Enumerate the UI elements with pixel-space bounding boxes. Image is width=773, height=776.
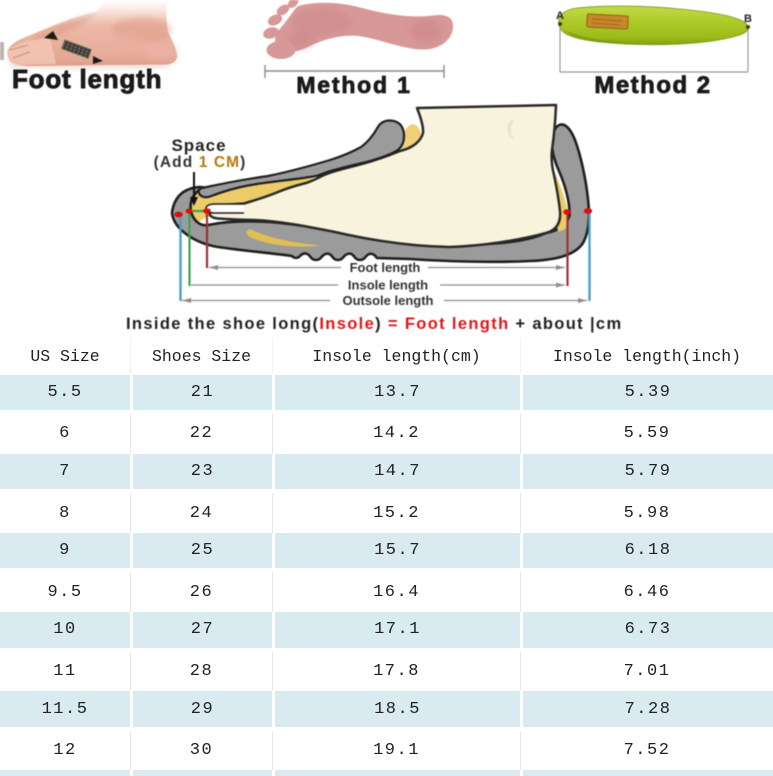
svg-text:Method 2: Method 2 [594,72,711,99]
svg-text:A: A [556,10,564,22]
svg-text:B: B [744,13,752,25]
svg-text:Insole length: Insole length [348,278,428,293]
svg-text:Foot length: Foot length [350,260,421,275]
svg-text:Method 1: Method 1 [296,72,411,98]
svg-text:Foot length: Foot length [12,64,162,94]
svg-text:Inside the shoe long(Insole) =: Inside the shoe long(Insole) = Foot leng… [126,315,622,333]
svg-text:Space: Space [171,136,226,155]
svg-text:Outsole length: Outsole length [343,293,434,308]
svg-text:(Add 1 CM): (Add 1 CM) [154,154,247,171]
